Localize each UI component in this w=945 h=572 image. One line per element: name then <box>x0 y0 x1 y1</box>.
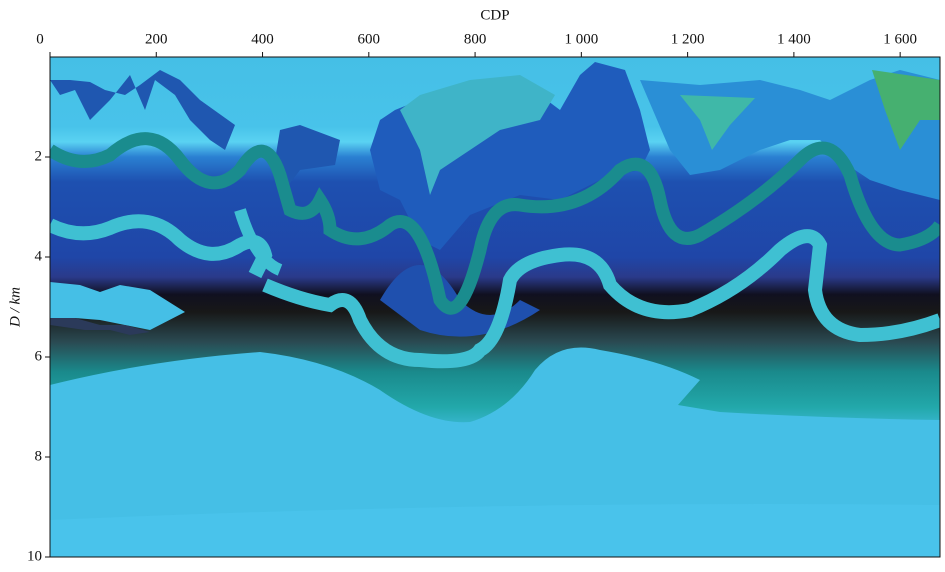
y-axis-label: D / km <box>7 287 23 328</box>
y-tick-label: 4 <box>35 248 43 264</box>
x-axis-label: CDP <box>480 7 509 23</box>
x-tick-label: 1 600 <box>883 31 917 47</box>
x-tick-label: 400 <box>251 31 274 47</box>
chart: CDP D / km 0 200 400 600 800 1 000 1 200 1 400 1… <box>0 0 945 572</box>
x-tick-label: 1 200 <box>671 31 705 47</box>
y-tick-label: 10 <box>27 548 42 564</box>
x-tick-label: 600 <box>358 31 381 47</box>
velocity-model <box>50 57 940 557</box>
y-tick-label: 2 <box>35 148 43 164</box>
x-tick-label: 800 <box>464 31 487 47</box>
x-tick-label: 200 <box>145 31 168 47</box>
y-tick-label: 8 <box>35 448 43 464</box>
y-tick-label: 6 <box>35 348 43 364</box>
x-tick-label: 1 000 <box>564 31 598 47</box>
x-tick-label: 0 <box>36 31 44 47</box>
x-tick-label: 1 400 <box>777 31 811 47</box>
